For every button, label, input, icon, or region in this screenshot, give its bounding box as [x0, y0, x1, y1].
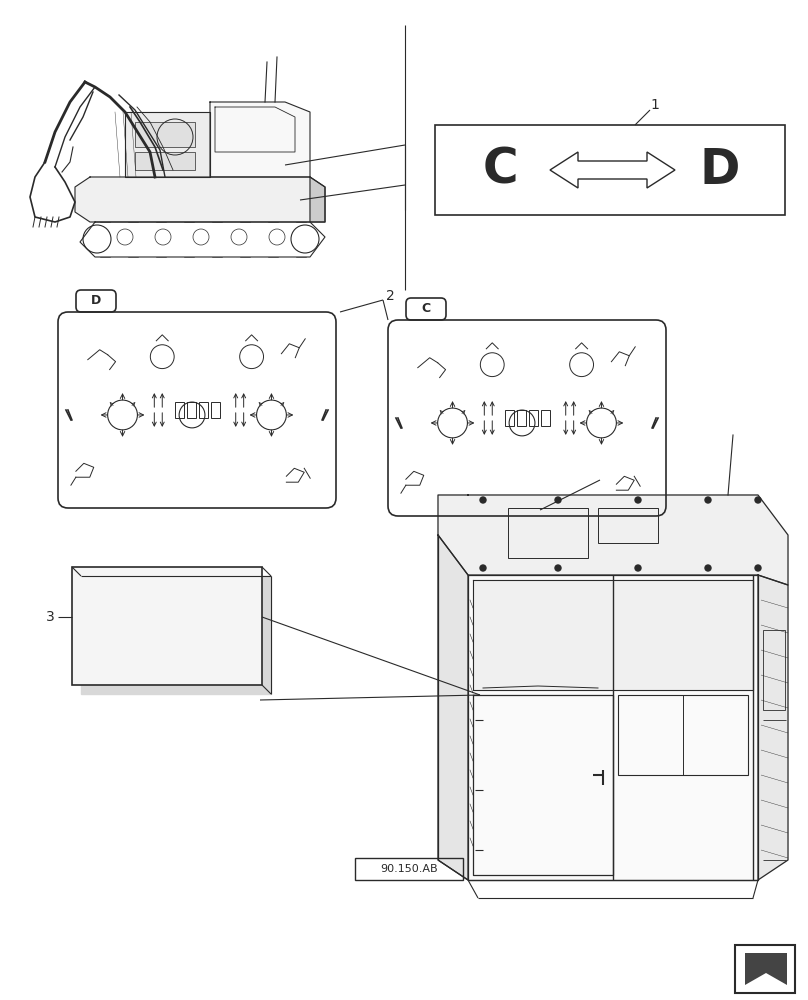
Circle shape: [755, 565, 761, 571]
Circle shape: [555, 497, 561, 503]
Circle shape: [705, 565, 711, 571]
Polygon shape: [438, 535, 468, 880]
Text: 2: 2: [385, 289, 394, 303]
Bar: [355, 858, 463, 880]
Bar: [211, 402, 220, 418]
Bar: [598, 508, 658, 543]
Polygon shape: [438, 495, 788, 585]
Bar: [735, 945, 795, 993]
Polygon shape: [468, 575, 758, 880]
Bar: [618, 695, 748, 775]
Circle shape: [755, 497, 761, 503]
Text: C: C: [482, 146, 518, 194]
Circle shape: [705, 497, 711, 503]
Bar: [199, 402, 208, 418]
Text: 1: 1: [650, 98, 659, 112]
Bar: [763, 630, 785, 710]
Polygon shape: [310, 177, 325, 222]
Bar: [135, 122, 195, 147]
Bar: [135, 152, 195, 170]
Bar: [541, 410, 549, 426]
Circle shape: [480, 565, 486, 571]
Polygon shape: [473, 580, 753, 690]
Bar: [175, 402, 184, 418]
Polygon shape: [125, 112, 210, 177]
Polygon shape: [75, 177, 325, 222]
Text: 90.150.AB: 90.150.AB: [381, 864, 438, 874]
Bar: [517, 410, 526, 426]
Text: D: D: [90, 294, 101, 308]
Circle shape: [555, 565, 561, 571]
Bar: [72, 567, 262, 685]
Polygon shape: [210, 102, 310, 177]
Circle shape: [635, 497, 641, 503]
Bar: [187, 402, 196, 418]
Text: C: C: [422, 302, 431, 316]
Text: D: D: [700, 146, 740, 194]
Circle shape: [480, 497, 486, 503]
Bar: [505, 410, 514, 426]
Polygon shape: [745, 953, 787, 985]
Polygon shape: [81, 576, 271, 694]
Bar: [508, 508, 588, 558]
Circle shape: [635, 565, 641, 571]
Text: 3: 3: [45, 610, 54, 624]
Polygon shape: [758, 575, 788, 880]
Bar: [435, 125, 785, 215]
Bar: [529, 410, 538, 426]
